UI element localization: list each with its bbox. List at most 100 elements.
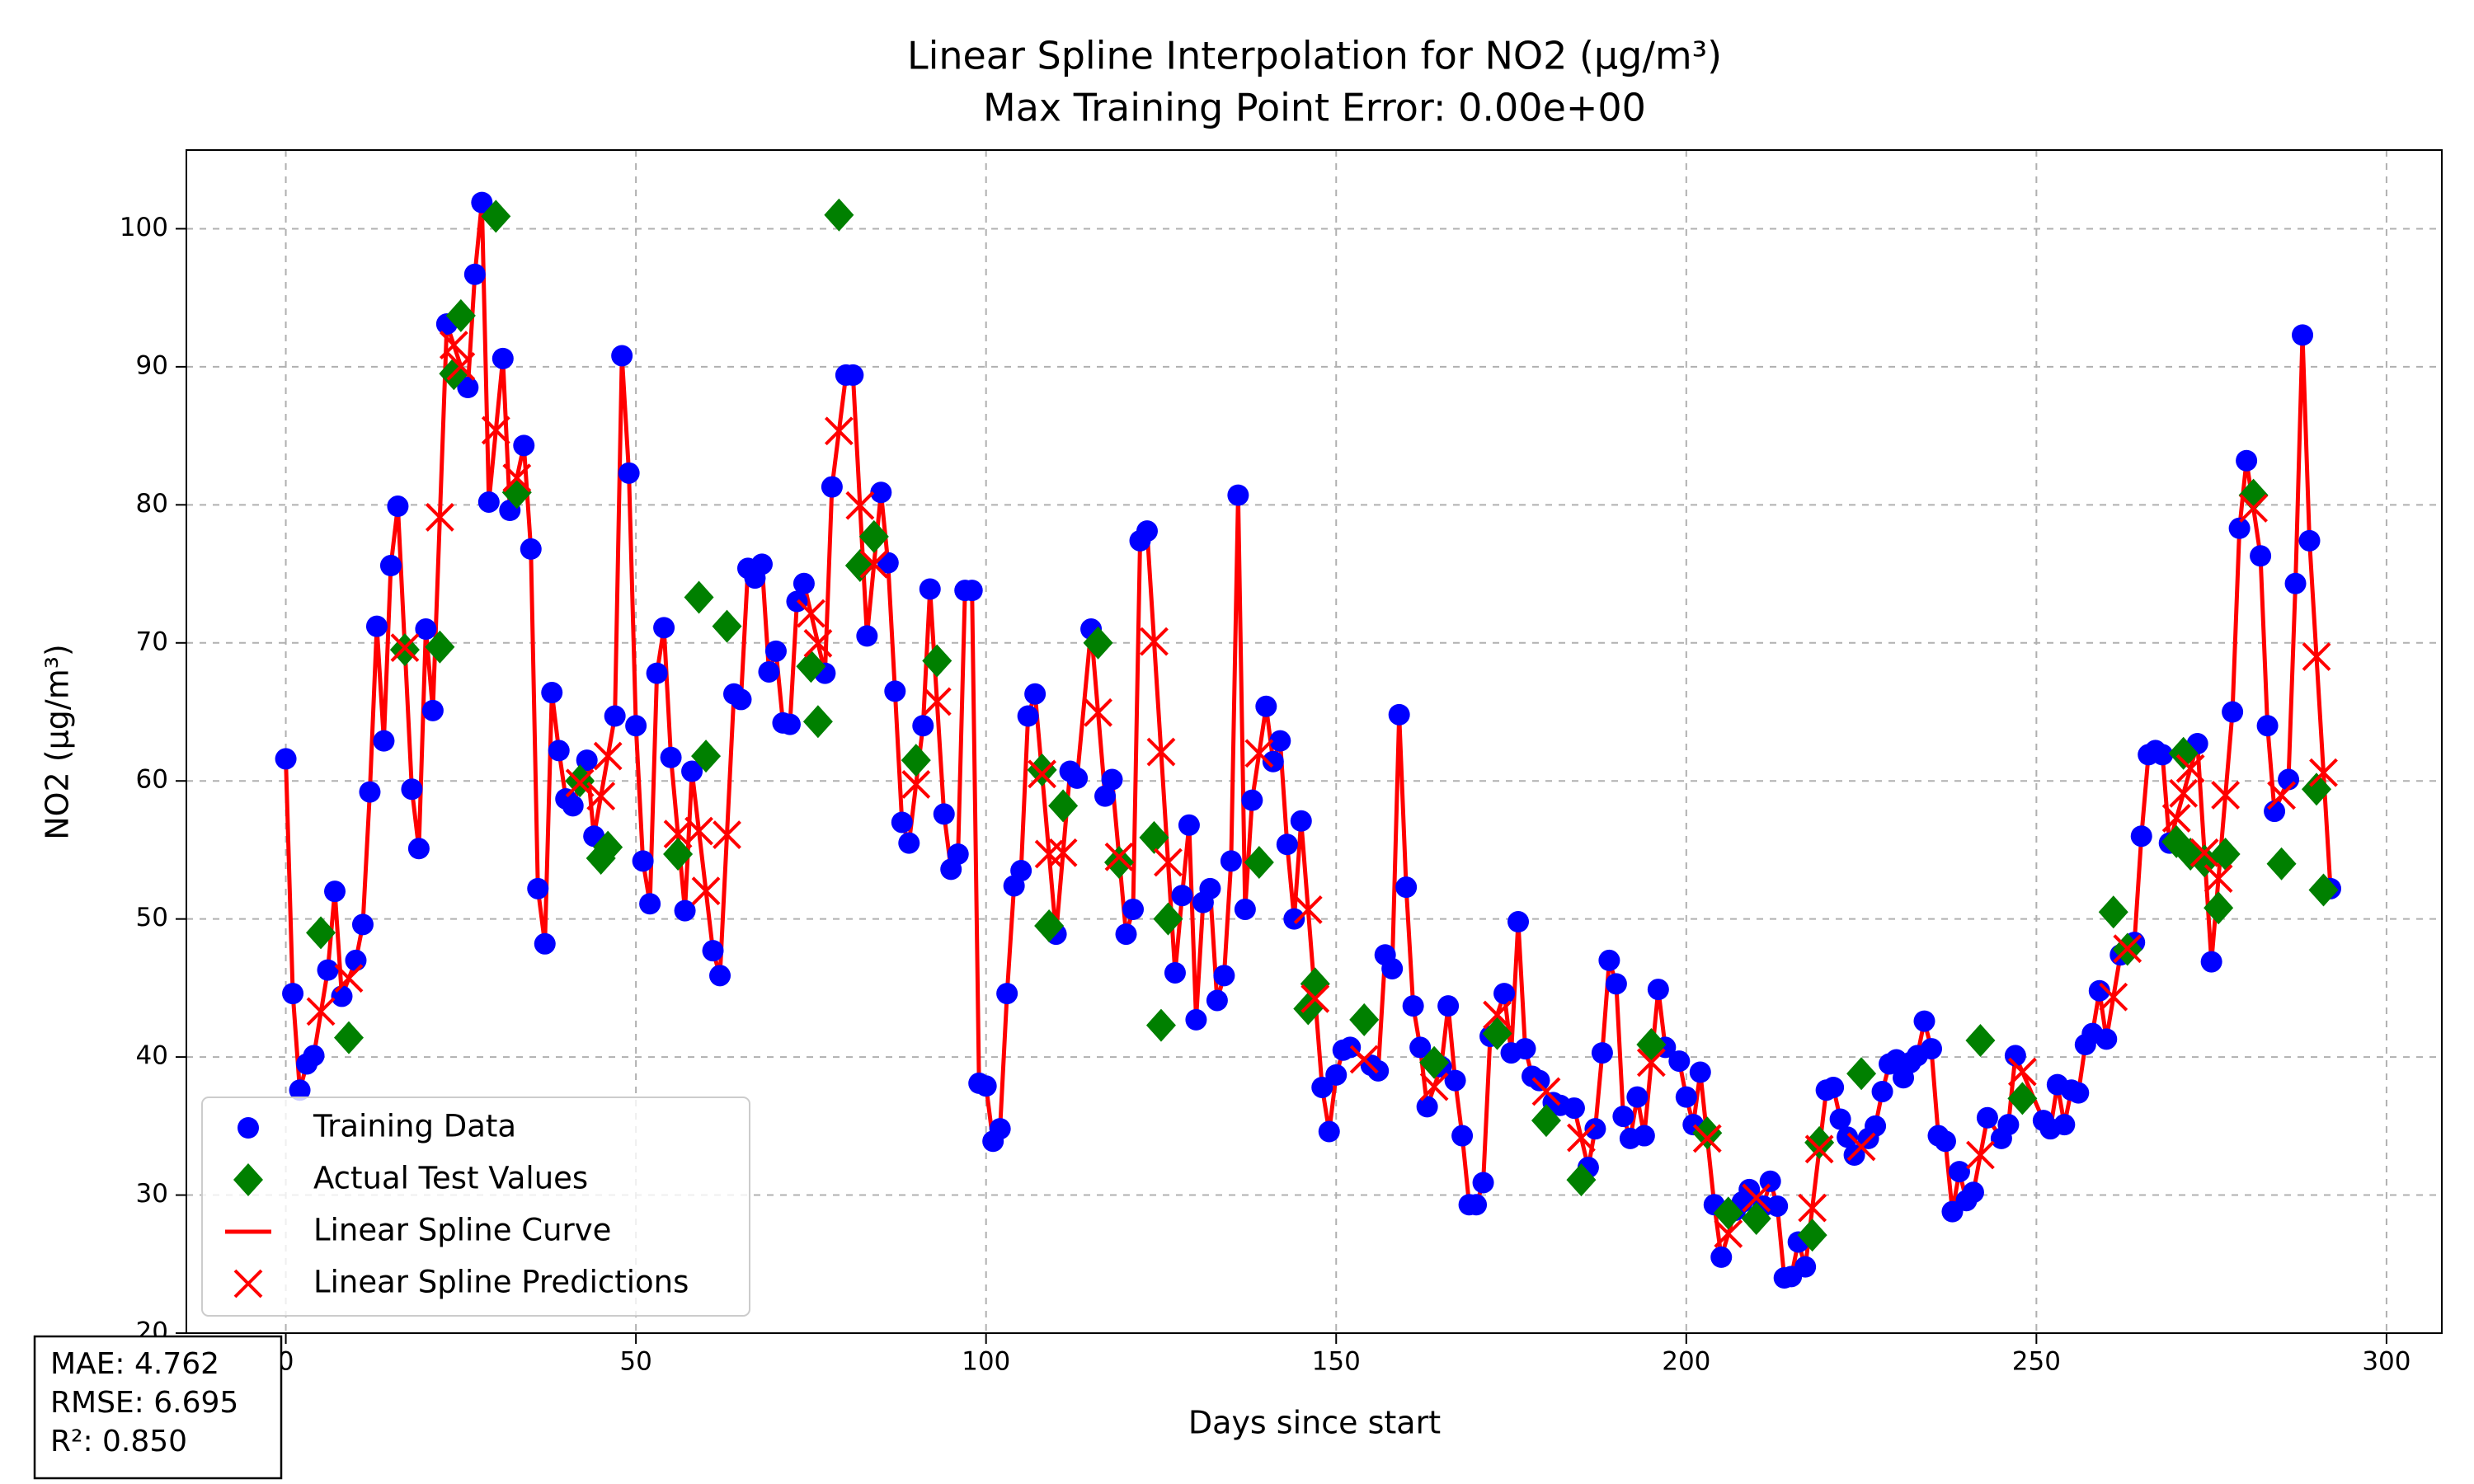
data-point — [996, 983, 1018, 1005]
data-point — [446, 351, 476, 381]
metric-text: R²: 0.850 — [50, 1425, 187, 1458]
data-point — [1713, 1196, 1743, 1230]
data-point — [1966, 1140, 1995, 1170]
data-point — [345, 949, 367, 971]
legend-label: Linear Spline Predictions — [313, 1265, 689, 1300]
data-point — [2175, 754, 2205, 783]
data-point — [481, 416, 510, 445]
data-point — [324, 881, 346, 903]
data-point — [562, 795, 584, 817]
data-point — [1185, 1008, 1207, 1031]
data-point — [1027, 753, 1057, 787]
data-point — [758, 660, 780, 683]
data-point — [975, 1075, 997, 1097]
data-point — [1584, 1118, 1606, 1140]
y-tick-label: 30 — [136, 1179, 168, 1209]
y-axis-label: NO2 (µg/m³) — [40, 644, 76, 840]
x-tick-label: 300 — [2362, 1347, 2411, 1377]
data-point — [1962, 1181, 1984, 1204]
data-point — [1220, 850, 1242, 872]
chart-title: Linear Spline Interpolation for NO2 (µg/… — [907, 34, 1722, 78]
data-point — [2204, 864, 2233, 894]
x-tick-label: 250 — [2012, 1347, 2061, 1377]
data-point — [1283, 908, 1305, 930]
data-point — [2169, 778, 2199, 808]
data-point — [764, 640, 787, 662]
data-point — [1066, 767, 1089, 789]
data-point — [415, 618, 437, 641]
data-point — [390, 633, 420, 663]
data-point — [477, 491, 500, 513]
data-point — [1262, 750, 1284, 773]
data-point — [1920, 1038, 1942, 1060]
data-point — [534, 932, 556, 955]
axes-frame — [186, 149, 2443, 1334]
data-point — [1934, 1130, 1956, 1153]
data-point — [1171, 885, 1193, 907]
data-point — [1692, 1124, 1722, 1153]
data-point — [351, 913, 374, 936]
data-point — [1636, 1048, 1666, 1078]
data-point — [1140, 627, 1169, 656]
data-point — [445, 298, 476, 332]
metric-text: RMSE: 6.695 — [50, 1386, 238, 1420]
data-point — [1865, 1115, 1887, 1137]
data-point — [2284, 572, 2307, 594]
data-point — [2200, 951, 2222, 973]
data-point — [859, 549, 889, 579]
data-point — [520, 538, 542, 560]
data-point — [1797, 1219, 1827, 1252]
data-point — [425, 502, 454, 532]
data-point — [933, 803, 955, 825]
x-tick-label: 200 — [1662, 1347, 1710, 1377]
data-point — [884, 680, 906, 702]
data-point — [2222, 701, 2244, 723]
data-point — [2302, 642, 2331, 671]
data-point — [1823, 1076, 1845, 1098]
data-point — [1028, 759, 1057, 789]
data-point — [681, 760, 703, 782]
data-point — [1759, 1170, 1781, 1192]
data-point — [1804, 1134, 1834, 1164]
data-point — [2007, 1082, 2038, 1115]
data-point — [593, 741, 623, 771]
data-point — [387, 495, 409, 518]
data-point — [1094, 785, 1117, 807]
data-point — [1528, 1069, 1550, 1092]
data-point — [1290, 810, 1312, 832]
data-point — [653, 617, 675, 639]
legend-label: Training Data — [313, 1109, 516, 1144]
data-point — [457, 377, 479, 399]
data-point — [709, 965, 731, 987]
data-point — [379, 555, 402, 577]
data-point — [691, 740, 722, 773]
data-point — [1122, 898, 1145, 920]
data-point — [421, 699, 444, 721]
data-point — [303, 1045, 325, 1067]
data-point — [1024, 683, 1047, 705]
data-point — [1010, 860, 1032, 882]
data-point — [1566, 1163, 1597, 1197]
data-point — [1311, 1076, 1333, 1098]
data-point — [1965, 1024, 1996, 1058]
data-point — [2292, 324, 2314, 346]
data-point — [1612, 1106, 1634, 1128]
data-point — [2239, 494, 2269, 523]
data-point — [2168, 736, 2199, 770]
data-point — [1395, 876, 1418, 899]
data-point — [803, 628, 833, 658]
data-point — [1276, 834, 1298, 856]
y-tick-label: 90 — [136, 350, 168, 380]
data-point — [870, 481, 892, 504]
data-point — [730, 688, 752, 711]
data-point — [1153, 902, 1183, 936]
data-point — [282, 983, 304, 1005]
data-point — [1798, 1193, 1827, 1223]
data-point — [541, 682, 563, 704]
metrics-box — [33, 1335, 283, 1480]
data-point — [1598, 949, 1620, 971]
data-point — [674, 899, 696, 922]
data-point — [1692, 1116, 1723, 1150]
data-point — [401, 778, 423, 801]
